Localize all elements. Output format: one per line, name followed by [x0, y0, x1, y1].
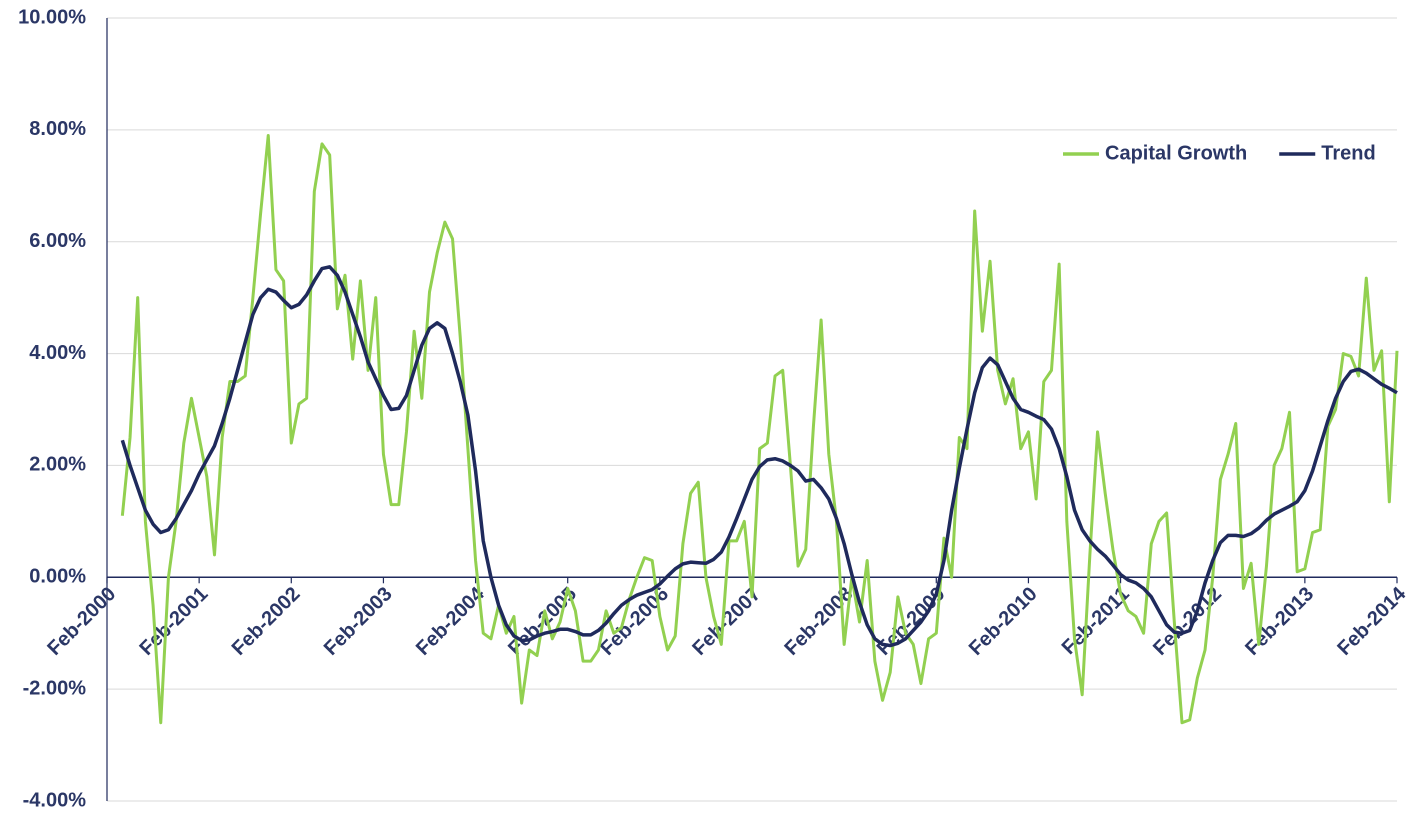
x-tick-label: Feb-2001 — [136, 583, 213, 660]
y-tick-label: 10.00% — [18, 6, 86, 28]
y-tick-label: -4.00% — [23, 789, 87, 811]
series-line — [120, 265, 1398, 648]
x-tick-label: Feb-2010 — [965, 583, 1042, 660]
series-line — [120, 133, 1399, 725]
y-tick-label: -2.00% — [23, 677, 87, 699]
legend-label: Capital Growth — [1105, 142, 1247, 164]
legend-label: Trend — [1321, 142, 1375, 164]
x-tick-label: Feb-2007 — [688, 583, 765, 660]
y-tick-label: 4.00% — [29, 342, 86, 364]
y-tick-label: 8.00% — [29, 118, 86, 140]
x-tick-label: Feb-2000 — [43, 583, 120, 660]
x-tick-label: Feb-2003 — [320, 583, 397, 660]
y-tick-label: 6.00% — [29, 230, 86, 252]
x-tick-label: Feb-2014 — [1333, 582, 1410, 659]
y-tick-label: 0.00% — [29, 566, 86, 588]
x-tick-label: Feb-2011 — [1058, 583, 1134, 659]
x-tick-label: Feb-2012 — [1149, 583, 1226, 660]
y-tick-label: 2.00% — [29, 454, 86, 476]
x-tick-label: Feb-2002 — [228, 583, 305, 660]
